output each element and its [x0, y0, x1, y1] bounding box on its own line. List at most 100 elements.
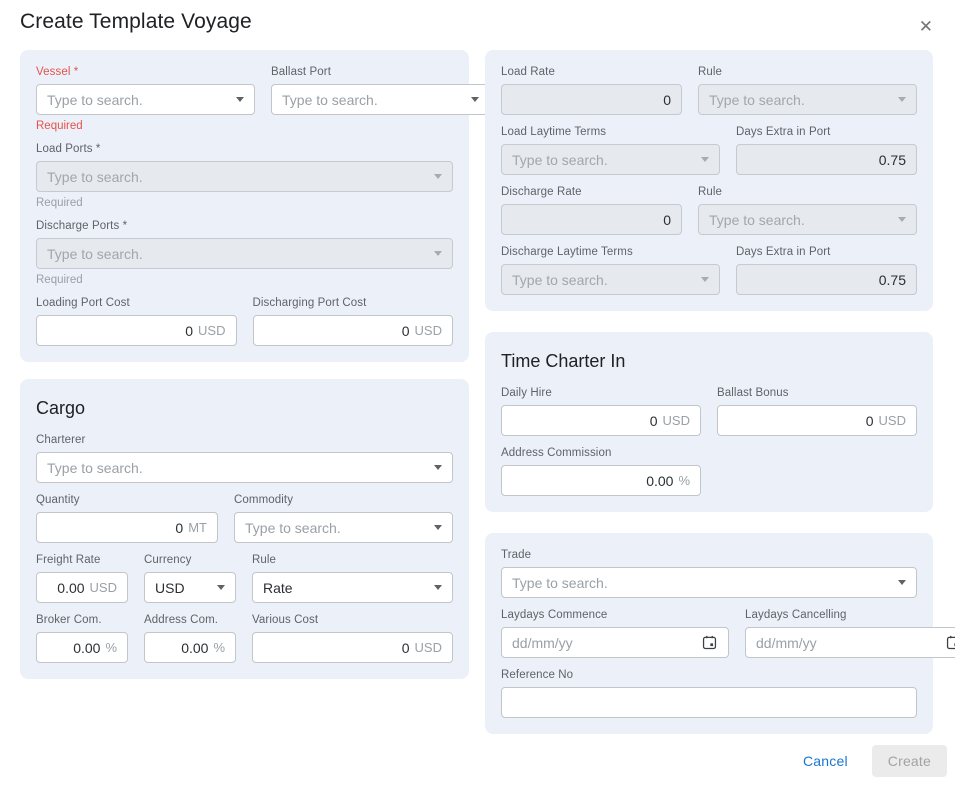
right-column: Load Rate 0 Rule: [485, 50, 955, 734]
chevron-down-icon: [217, 585, 225, 590]
trade-panel: Trade Laydays Commence: [485, 533, 955, 734]
trade-input[interactable]: [512, 574, 890, 591]
create-button[interactable]: Create: [871, 745, 947, 777]
various-cost-input[interactable]: 0 USD: [252, 632, 453, 663]
discharge-days-extra-field: Days Extra in Port 0.75: [736, 246, 917, 295]
ballast-port-input[interactable]: [282, 91, 463, 108]
discharge-rate-label: Discharge Rate: [501, 186, 582, 198]
discharge-laytime-terms-label: Discharge Laytime Terms: [501, 246, 633, 258]
discharge-ports-required-hint: Required: [36, 274, 83, 286]
discharge-ports-input: [47, 245, 426, 262]
reference-no-field: Reference No: [501, 669, 917, 718]
various-cost-unit: USD: [414, 640, 442, 655]
reference-no-label: Reference No: [501, 669, 574, 681]
charterer-input[interactable]: [47, 459, 426, 476]
discharge-days-extra-label: Days Extra in Port: [736, 246, 831, 258]
discharging-port-cost-label: Discharging Port Cost: [252, 297, 367, 309]
various-cost-value: 0: [401, 639, 410, 656]
chevron-down-icon: [471, 97, 479, 102]
discharge-rate-value: 0: [663, 211, 671, 228]
commodity-select[interactable]: [234, 512, 453, 543]
freight-rate-field: Freight Rate 0.00 USD: [36, 554, 128, 603]
laydays-commence-label: Laydays Commence: [501, 609, 608, 621]
discharge-laytime-terms-field: Discharge Laytime Terms: [501, 246, 720, 295]
discharge-rule-select: [698, 204, 917, 235]
currency-select[interactable]: USD: [144, 572, 236, 603]
load-ports-input: [47, 168, 426, 185]
address-com-label: Address Com.: [144, 614, 219, 626]
discharge-rule-input: [709, 211, 890, 228]
vessel-select[interactable]: [36, 84, 255, 115]
load-laytime-terms-select: [501, 144, 720, 175]
cargo-heading: Cargo: [36, 398, 86, 418]
laydays-commence-date[interactable]: [501, 627, 729, 658]
ballast-port-select[interactable]: [271, 84, 490, 115]
quantity-label: Quantity: [36, 494, 80, 506]
freight-rate-input[interactable]: 0.00 USD: [36, 572, 128, 603]
freight-rate-value: 0.00: [57, 579, 85, 596]
load-rate-label: Load Rate: [501, 66, 555, 78]
currency-label: Currency: [144, 554, 192, 566]
broker-com-input[interactable]: 0.00 %: [36, 632, 128, 663]
load-ports-required-hint: Required: [36, 197, 83, 209]
currency-field: Currency USD: [144, 554, 236, 603]
broker-com-value: 0.00: [73, 639, 101, 656]
cancel-button[interactable]: Cancel: [787, 745, 864, 777]
discharge-days-extra-value: 0.75: [878, 271, 906, 288]
commodity-label: Commodity: [234, 494, 294, 506]
freight-rate-unit: USD: [89, 580, 117, 595]
quantity-field: Quantity 0 MT: [36, 494, 218, 543]
chevron-down-icon: [701, 157, 709, 162]
reference-no-box[interactable]: [501, 687, 917, 718]
charterer-field: Charterer: [36, 434, 453, 483]
load-rule-label: Rule: [698, 66, 723, 78]
close-icon[interactable]: ✕: [918, 17, 933, 36]
commodity-input[interactable]: [245, 519, 426, 536]
discharge-ports-label: Discharge Ports *: [36, 220, 128, 232]
laydays-cancelling-date[interactable]: [745, 627, 955, 658]
load-ports-field: Load Ports * Required: [36, 143, 453, 209]
various-cost-field: Various Cost 0 USD: [252, 614, 453, 663]
address-commission-input[interactable]: 0.00 %: [501, 465, 701, 496]
load-rule-field: Rule: [698, 66, 917, 115]
address-com-field: Address Com. 0.00 %: [144, 614, 236, 663]
page-title: Create Template Voyage: [20, 10, 252, 33]
quantity-input[interactable]: 0 MT: [36, 512, 218, 543]
ballast-bonus-input[interactable]: 0 USD: [717, 405, 917, 436]
daily-hire-input[interactable]: 0 USD: [501, 405, 701, 436]
vessel-input[interactable]: [47, 91, 228, 108]
laydays-commence-input[interactable]: [512, 634, 693, 651]
address-com-input[interactable]: 0.00 %: [144, 632, 236, 663]
vessel-ports-panel: Vessel * Required Ballast Port: [20, 50, 490, 362]
rule-select[interactable]: Rate: [252, 572, 453, 603]
address-com-value: 0.00: [181, 639, 209, 656]
ballast-bonus-field: Ballast Bonus 0 USD: [717, 387, 917, 436]
ballast-bonus-label: Ballast Bonus: [717, 387, 789, 399]
loading-port-cost-field: Loading Port Cost 0 USD: [36, 297, 237, 346]
discharge-rule-label: Rule: [698, 186, 723, 198]
load-ports-label: Load Ports *: [36, 143, 101, 155]
charterer-select[interactable]: [36, 452, 453, 483]
trade-label: Trade: [501, 549, 532, 561]
loading-port-cost-input[interactable]: 0 USD: [36, 315, 237, 346]
calendar-icon[interactable]: [945, 634, 955, 651]
discharge-rate-input: 0: [501, 204, 682, 235]
ballast-port-field: Ballast Port: [271, 66, 490, 132]
vessel-required-hint: Required: [36, 120, 83, 132]
broker-com-label: Broker Com.: [36, 614, 102, 626]
rule-field: Rule Rate: [252, 554, 453, 603]
reference-no-input[interactable]: [512, 694, 906, 711]
laydays-commence-field: Laydays Commence: [501, 609, 729, 658]
daily-hire-unit: USD: [662, 413, 690, 428]
quantity-value: 0: [175, 519, 184, 536]
discharging-port-cost-field: Discharging Port Cost 0 USD: [252, 297, 453, 346]
load-laytime-terms-label: Load Laytime Terms: [501, 126, 607, 138]
discharge-days-extra-input: 0.75: [736, 264, 917, 295]
daily-hire-label: Daily Hire: [501, 387, 552, 399]
laydays-cancelling-input[interactable]: [756, 634, 937, 651]
calendar-icon[interactable]: [701, 634, 718, 651]
discharging-port-cost-input[interactable]: 0 USD: [252, 315, 453, 346]
trade-select[interactable]: [501, 567, 917, 598]
chevron-down-icon: [898, 580, 906, 585]
load-rate-field: Load Rate 0: [501, 66, 682, 115]
